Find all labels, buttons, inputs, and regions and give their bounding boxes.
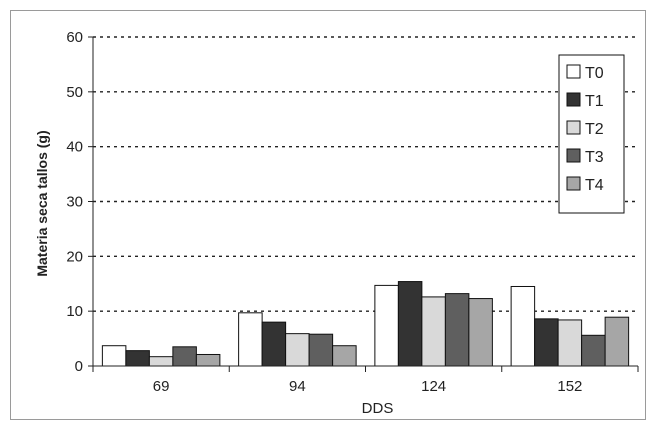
legend-label-T3: T3 — [585, 149, 604, 166]
legend-label-T2: T2 — [585, 121, 604, 138]
x-tick-label: 152 — [557, 378, 582, 395]
bar-T0-69 — [101, 345, 127, 367]
legend-swatch-T3 — [566, 148, 581, 163]
y-tick-label: 60 — [66, 29, 83, 46]
bar-T2-152 — [557, 319, 583, 367]
bar-T2-69 — [148, 356, 174, 367]
x-tick-label: 94 — [289, 378, 306, 395]
bar-T0-94 — [238, 312, 263, 367]
legend-swatch-T2 — [566, 120, 581, 135]
bar-T4-152 — [604, 316, 630, 367]
x-axis-label: DDS — [362, 400, 394, 417]
legend-label-T4: T4 — [585, 177, 604, 194]
bar-T0-152 — [510, 285, 536, 367]
bar-T3-69 — [172, 346, 197, 367]
y-tick-label: 40 — [66, 139, 83, 156]
bar-T1-94 — [261, 321, 287, 367]
bar-T3-124 — [444, 293, 470, 367]
axes — [92, 37, 638, 367]
bars — [101, 281, 630, 367]
y-tick-label: 20 — [66, 248, 83, 265]
legend-label-T1: T1 — [585, 93, 604, 110]
bar-T0-124 — [374, 284, 399, 367]
y-tick-label: 0 — [75, 358, 83, 375]
bar-T2-124 — [421, 296, 446, 367]
y-tick-label: 50 — [66, 84, 83, 101]
x-tick-labels: 69 94 124 152 — [153, 378, 583, 395]
legend-label-T0: T0 — [585, 65, 604, 82]
bar-T2-94 — [285, 333, 310, 367]
y-tick-label: 10 — [66, 303, 83, 320]
bar-T1-69 — [125, 350, 150, 367]
legend-swatch-T4 — [566, 176, 581, 191]
gridlines — [88, 36, 639, 372]
x-tick-label: 69 — [153, 378, 170, 395]
bar-T4-69 — [195, 353, 221, 367]
y-tick-label: 30 — [66, 194, 83, 211]
legend-swatch-T0 — [566, 64, 581, 79]
bar-T4-124 — [468, 298, 493, 367]
bar-T3-94 — [308, 333, 334, 367]
legend: T0 T1 T2 T3 T4 — [558, 54, 625, 214]
bar-T1-152 — [534, 318, 559, 367]
bar-T1-124 — [397, 281, 423, 367]
legend-swatch-T1 — [566, 92, 581, 107]
y-axis-label: Materia seca tallos (g) — [34, 130, 50, 276]
bar-T3-152 — [581, 334, 606, 367]
y-tick-labels: 0 10 20 30 40 50 60 — [66, 29, 83, 375]
bar-T4-94 — [332, 345, 357, 367]
x-tick-label: 124 — [421, 378, 446, 395]
